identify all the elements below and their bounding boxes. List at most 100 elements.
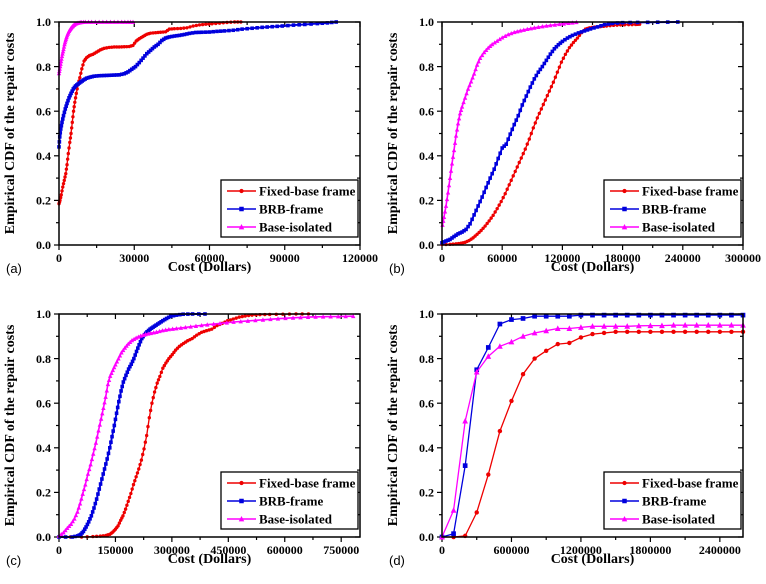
triangle-marker: [174, 326, 179, 331]
square-marker: [554, 44, 559, 49]
triangle-marker: [343, 313, 348, 319]
circle-marker: [68, 140, 72, 145]
legend-label: BRB-frame: [642, 202, 706, 217]
triangle-marker: [693, 322, 700, 328]
circle-marker: [75, 87, 79, 91]
circle-marker: [489, 216, 493, 220]
square-marker: [139, 58, 143, 63]
circle-marker: [204, 22, 208, 26]
legend: Fixed-base frame BRB-frame Base-isolated: [220, 179, 359, 238]
square-marker: [60, 120, 64, 125]
circle-marker: [682, 329, 688, 335]
circle-marker: [601, 330, 607, 336]
y-tick-label: 0.2: [419, 486, 434, 500]
triangle-marker: [79, 496, 84, 501]
square-marker: [255, 25, 259, 30]
y-tick-label: 1.0: [36, 307, 51, 321]
circle-marker: [487, 219, 491, 223]
chart-a: 0 30000 60000 90000 120000 0.0 0.2 0.4 0.6 0.8 1.0…: [3, 15, 378, 276]
square-marker: [200, 30, 204, 35]
triangle-marker: [335, 314, 341, 319]
square-marker: [64, 104, 68, 108]
circle-marker: [175, 26, 180, 31]
circle-marker: [215, 323, 219, 328]
square-marker: [82, 527, 87, 531]
circle-marker: [545, 93, 550, 98]
panel-label: (d): [389, 553, 405, 568]
square-marker: [106, 451, 111, 456]
triangle-marker: [193, 323, 199, 328]
circle-marker: [161, 30, 165, 34]
square-marker: [152, 45, 157, 49]
square-marker: [613, 312, 618, 318]
triangle-marker: [441, 214, 447, 220]
triangle-marker: [253, 317, 258, 323]
y-tick-label: 1.0: [419, 307, 434, 321]
triangle-marker: [199, 322, 204, 328]
y-tick-label: 0.6: [419, 396, 434, 410]
triangle-marker: [224, 320, 230, 325]
square-marker: [729, 312, 734, 318]
square-marker: [518, 108, 523, 113]
circle-marker: [153, 31, 158, 35]
square-marker: [524, 94, 529, 98]
square-marker: [472, 213, 476, 217]
triangle-marker: [481, 49, 487, 55]
triangle-marker: [467, 82, 472, 88]
square-marker: [121, 380, 126, 384]
circle-marker: [170, 27, 174, 31]
square-marker: [504, 142, 509, 147]
triangle-marker: [85, 471, 91, 476]
square-marker: [119, 389, 123, 393]
square-marker: [104, 462, 108, 466]
square-marker: [235, 27, 240, 32]
legend-label: Fixed-base frame: [259, 476, 356, 491]
square-marker: [516, 113, 521, 118]
square-marker: [466, 224, 470, 229]
triangle-marker: [473, 66, 478, 72]
circle-marker: [503, 192, 507, 196]
square-marker: [107, 446, 112, 450]
triangle-marker: [612, 323, 619, 329]
square-marker: [174, 313, 179, 317]
square-marker: [61, 113, 66, 118]
legend-label: Fixed-base frame: [259, 184, 356, 199]
circle-marker: [485, 221, 489, 226]
x-tick-label: 2400000: [699, 543, 741, 557]
triangle-marker: [102, 400, 107, 405]
circle-marker: [706, 329, 711, 335]
square-marker: [92, 74, 96, 78]
square-marker: [615, 21, 620, 25]
square-marker: [70, 89, 74, 93]
square-marker: [576, 31, 581, 35]
triangle-marker: [443, 203, 449, 208]
triangle-marker: [446, 182, 452, 188]
square-marker: [588, 27, 593, 31]
circle-marker: [507, 183, 511, 187]
square-marker: [135, 62, 140, 67]
square-marker: [137, 342, 141, 347]
circle-marker: [125, 44, 129, 49]
triangle-marker: [89, 456, 95, 462]
square-marker: [168, 314, 173, 319]
triangle-marker: [73, 512, 79, 518]
triangle-marker: [453, 133, 459, 138]
square-marker: [509, 317, 514, 322]
square-marker: [482, 190, 486, 195]
square-marker: [203, 30, 208, 34]
panel-label: (c): [6, 553, 21, 568]
square-marker: [532, 77, 537, 81]
y-tick-label: 0.6: [36, 104, 51, 118]
square-marker: [458, 231, 462, 235]
square-marker: [130, 359, 135, 364]
square-marker: [138, 339, 143, 344]
square-marker: [101, 472, 106, 476]
square-marker: [68, 93, 72, 98]
triangle-marker: [59, 531, 64, 537]
circle-marker: [66, 151, 70, 156]
square-marker: [550, 49, 555, 54]
triangle-marker: [476, 59, 481, 64]
triangle-marker: [92, 445, 97, 451]
y-tick-label: 0.2: [36, 486, 51, 500]
square-marker: [474, 208, 478, 213]
